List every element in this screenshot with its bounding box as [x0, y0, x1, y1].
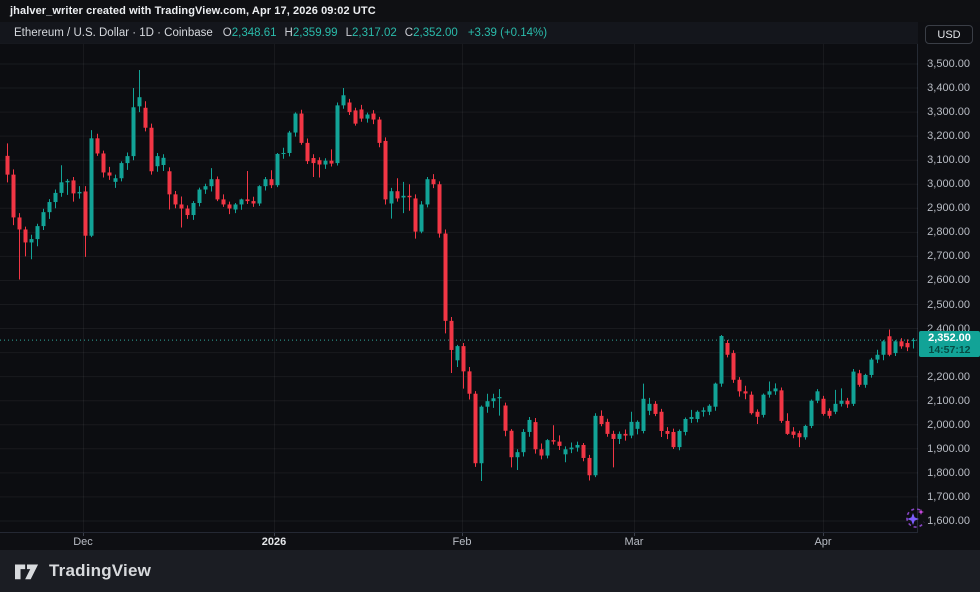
attribution-text: jhalver_writer created with TradingView.…	[10, 5, 376, 17]
price-axis-label: 2,100.00	[927, 394, 970, 407]
time-axis-label: 2026	[261, 536, 287, 548]
time-axis-tick	[462, 533, 463, 536]
price-axis-label: 1,800.00	[927, 466, 970, 479]
price-axis-label: 2,700.00	[927, 250, 970, 263]
time-axis-label: Apr	[814, 536, 832, 548]
symbol-legend: Ethereum / U.S. Dollar · 1D · Coinbase O…	[0, 22, 918, 44]
time-axis-label: Feb	[452, 536, 472, 548]
price-axis-label: 3,100.00	[927, 154, 970, 167]
price-axis-label: 3,300.00	[927, 106, 970, 119]
last-price-tag: 2,352.00 14:57:12	[919, 331, 980, 357]
attribution-bar: jhalver_writer created with TradingView.…	[0, 0, 980, 22]
price-axis-label: 1,700.00	[927, 490, 970, 503]
time-axis-tick	[823, 533, 824, 536]
currency-toggle-button[interactable]: USD	[925, 25, 973, 44]
candlestick-chart[interactable]	[0, 44, 918, 532]
price-axis-label: 1,900.00	[927, 442, 970, 455]
brand-name[interactable]: TradingView	[49, 561, 152, 580]
price-axis-label: 2,900.00	[927, 202, 970, 215]
price-axis-label: 3,400.00	[927, 82, 970, 95]
last-price-value: 2,352.00	[928, 332, 971, 344]
price-axis-label: 2,800.00	[927, 226, 970, 239]
footer-bar: TradingView	[0, 550, 980, 592]
ohlc-low: L2,317.02	[345, 26, 397, 39]
time-axis-tick	[83, 533, 84, 536]
price-axis-label: 2,200.00	[927, 370, 970, 383]
time-axis[interactable]: Dec 2026 Feb Mar Apr	[0, 532, 918, 550]
price-change: +3.39 (+0.14%)	[467, 26, 548, 39]
chart-canvas[interactable]	[0, 44, 918, 532]
price-axis-label: 2,500.00	[927, 298, 970, 311]
price-axis-label: 2,600.00	[927, 274, 970, 287]
price-axis[interactable]: 2,352.00 14:57:12 3,500.00 3,400.00 3,300.…	[919, 44, 980, 532]
tradingview-logo-icon[interactable]	[13, 559, 41, 583]
ohlc-close: C2,352.00	[404, 26, 458, 39]
symbol-title[interactable]: Ethereum / U.S. Dollar · 1D · Coinbase	[14, 26, 213, 39]
price-axis-label: 1,600.00	[927, 514, 970, 527]
price-axis-label: 3,000.00	[927, 178, 970, 191]
time-axis-label: Mar	[624, 536, 644, 548]
time-axis-tick	[274, 533, 275, 536]
ohlc-high: H2,359.99	[284, 26, 338, 39]
time-axis-tick	[634, 533, 635, 536]
axis-corner	[919, 532, 980, 550]
time-axis-label: Dec	[73, 536, 93, 548]
price-axis-label: 3,500.00	[927, 58, 970, 70]
ohlc-open: O2,348.61	[222, 26, 277, 39]
price-axis-label: 3,200.00	[927, 130, 970, 143]
price-axis-label: 2,000.00	[927, 418, 970, 431]
bar-countdown: 14:57:12	[928, 344, 971, 356]
